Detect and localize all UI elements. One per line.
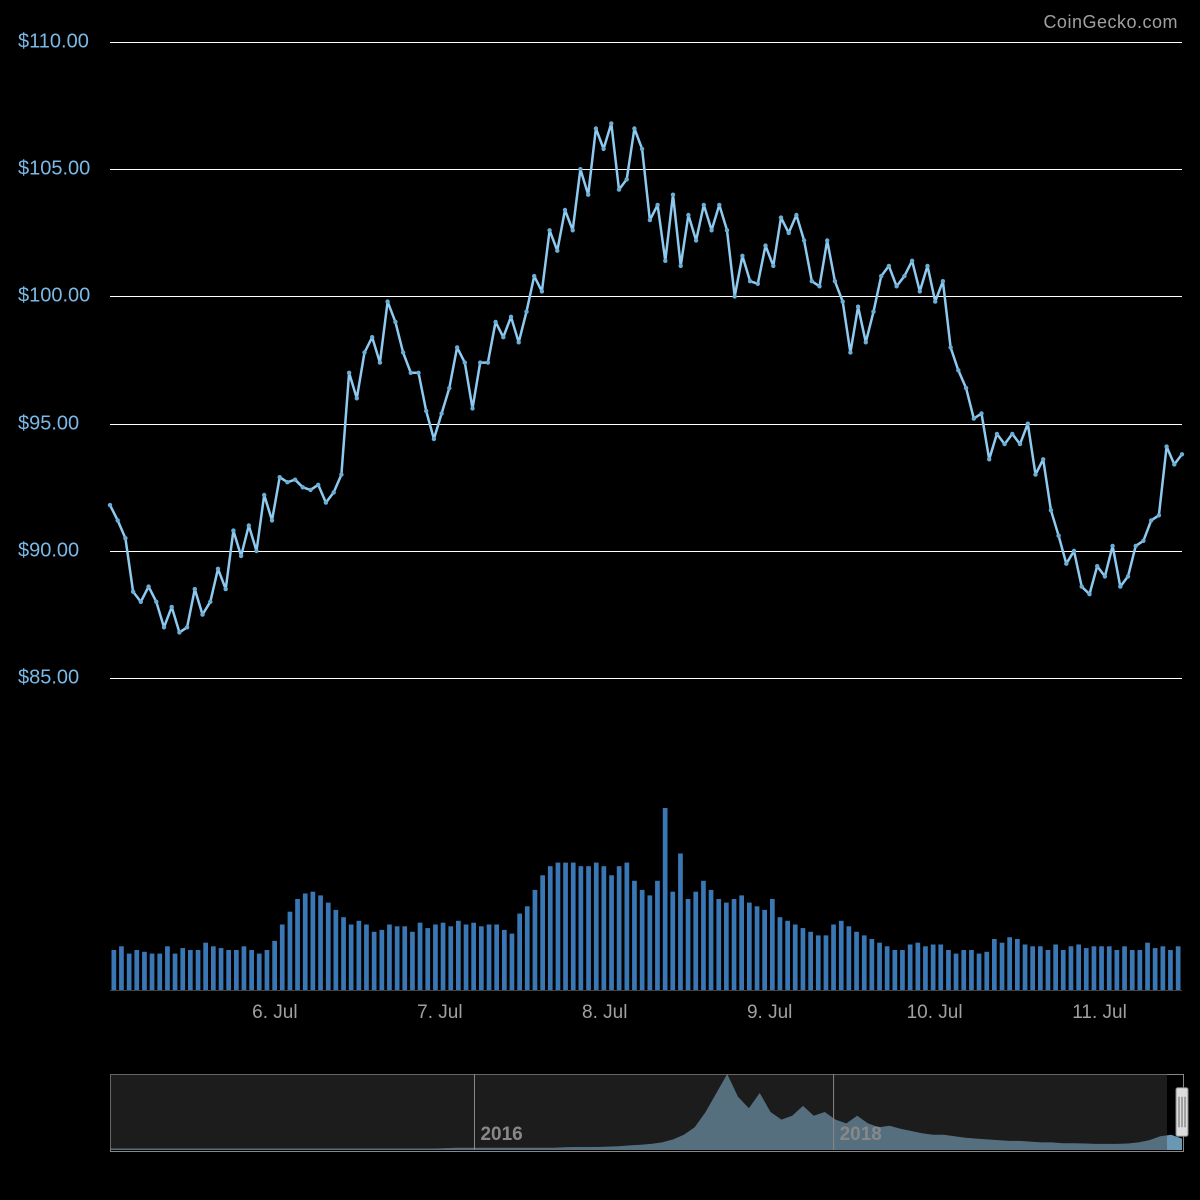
navigator-area-chart[interactable] — [0, 0, 1200, 1200]
crypto-price-chart: CoinGecko.com $110.00$105.00$100.00$95.0… — [0, 0, 1200, 1200]
navigator-year-label: 2018 — [840, 1124, 882, 1146]
navigator-year-label: 2016 — [480, 1124, 522, 1146]
navigator-mask[interactable] — [110, 1074, 1167, 1150]
